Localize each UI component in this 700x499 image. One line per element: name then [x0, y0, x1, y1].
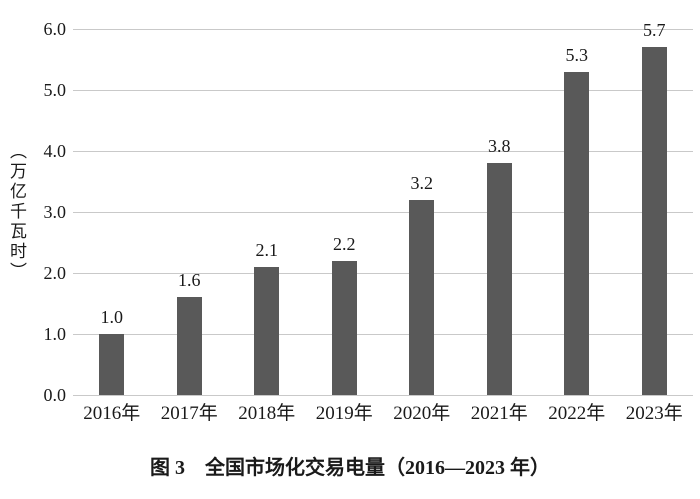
gridline [73, 28, 693, 30]
x-tick-label: 2016年 [83, 403, 141, 424]
x-tick-label: 2022年 [548, 403, 606, 424]
figure-caption: 图 3 全国市场化交易电量（2016—2023 年） [150, 457, 550, 479]
bar-value-label: 5.3 [565, 44, 589, 65]
y-tick-label: 4.0 [43, 141, 67, 161]
plot-area: 1.0 1.6 2.1 2.2 3.2 3.8 5.3 5.7 [73, 21, 693, 396]
bar [99, 334, 125, 395]
y-tick-label: 0.0 [43, 385, 67, 405]
gridline [73, 211, 693, 213]
gridline [73, 150, 693, 152]
y-tick-label: 6.0 [43, 19, 67, 39]
bar-value-label: 2.1 [255, 239, 279, 260]
y-tick-label: 3.0 [43, 202, 67, 222]
x-tick-label: 2018年 [238, 403, 296, 424]
bar [564, 71, 590, 395]
gridline [73, 394, 693, 396]
bar-value-label: 1.6 [178, 270, 201, 291]
bar-value-label: 5.7 [643, 20, 666, 41]
bar [641, 47, 667, 395]
y-tick-label: 5.0 [43, 80, 67, 100]
x-tick-label: 2020年 [393, 403, 451, 424]
bar [486, 163, 512, 395]
bar-value-label: 3.2 [410, 172, 434, 193]
bar [254, 266, 280, 395]
gridline [73, 333, 693, 335]
y-tick-label: 2.0 [43, 263, 67, 283]
bar [409, 199, 435, 395]
x-tick-label: 2017年 [160, 403, 218, 424]
bar-value-label: 2.2 [333, 233, 356, 254]
x-tick-label: 2023年 [625, 403, 683, 424]
bar-value-label: 3.8 [488, 136, 511, 157]
bar-value-label: 1.0 [100, 307, 124, 327]
y-axis-label: （万亿千瓦时） [7, 142, 26, 282]
gridline [73, 272, 693, 274]
x-tick-label: 2019年 [315, 403, 373, 424]
bar [331, 260, 357, 395]
y-tick-label: 1.0 [43, 324, 67, 344]
gridline [73, 89, 693, 91]
bar [176, 297, 202, 395]
x-tick-label: 2021年 [470, 403, 528, 424]
